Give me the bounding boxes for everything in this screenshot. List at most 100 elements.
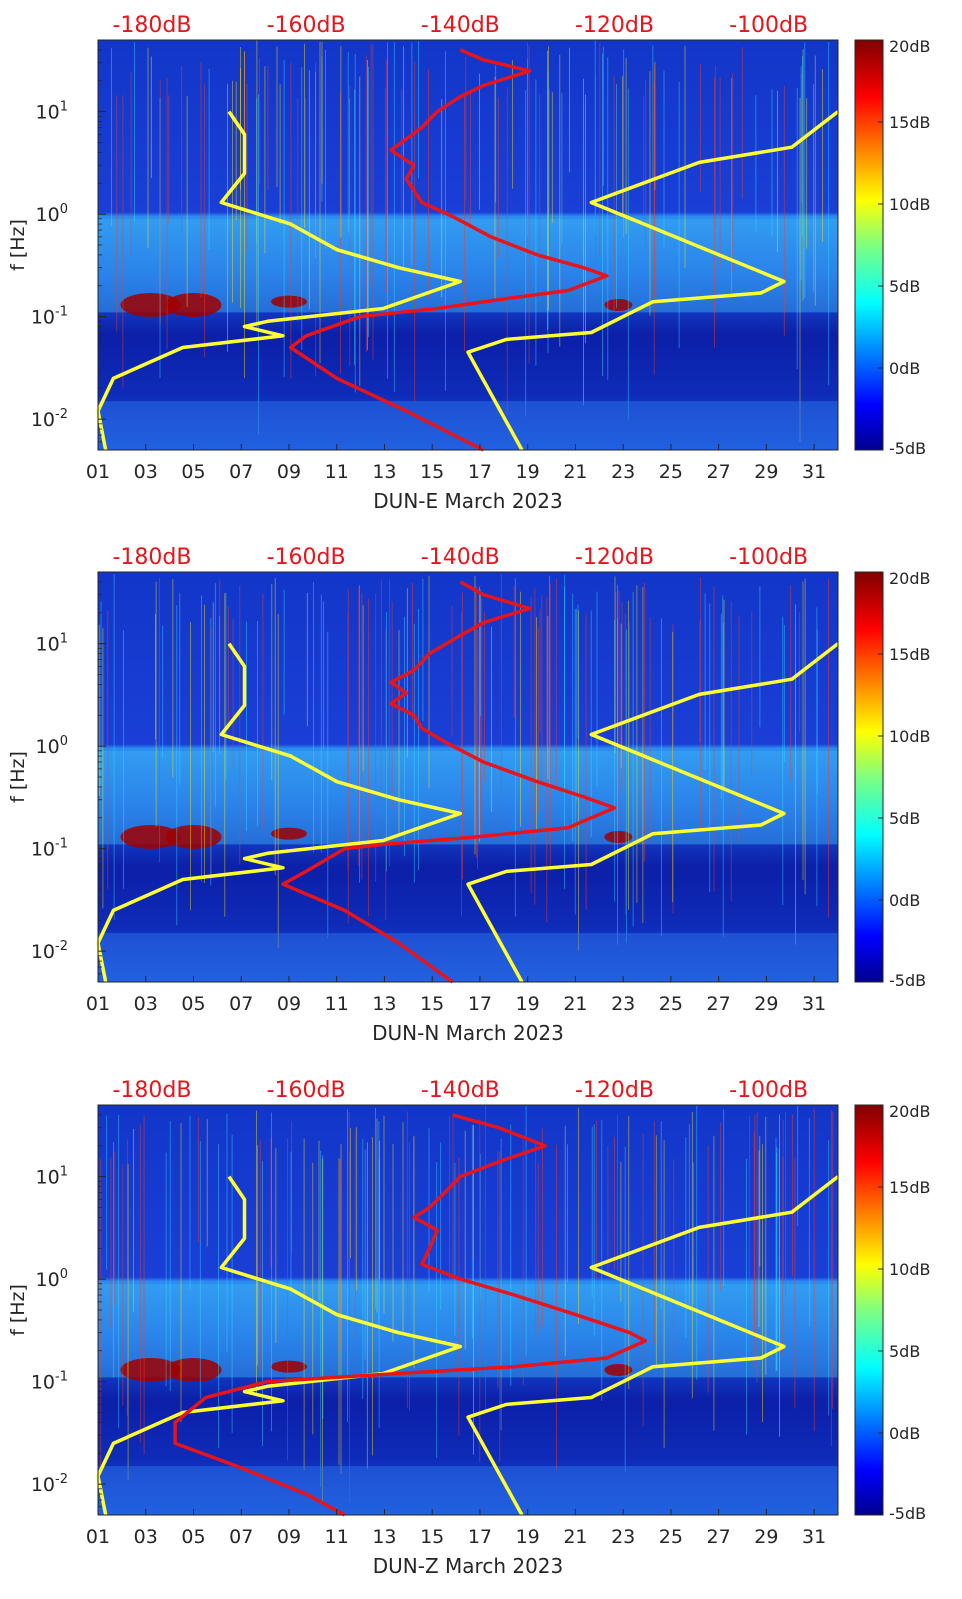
- top-db-label: -160dB: [267, 1078, 346, 1103]
- colorbar-label: 20dB: [889, 569, 931, 588]
- x-tick-label: 19: [516, 461, 540, 483]
- colorbar-label: -5dB: [889, 1504, 926, 1523]
- energy-hotspot: [120, 824, 181, 849]
- x-tick-label: 11: [325, 993, 349, 1015]
- spectrogram-panel: 01 03 05 07 09 11 13 15 17 19 21 23 25 27 29 31 DUN-N Ma…: [7, 545, 931, 1045]
- x-tick-label: 01: [86, 993, 110, 1015]
- x-tick-label: 03: [134, 1526, 158, 1548]
- x-tick-label: 27: [707, 1526, 731, 1548]
- y-tick-label: 10-2: [31, 1472, 68, 1496]
- energy-hotspot: [120, 292, 181, 317]
- colorbar-label: -5dB: [889, 971, 926, 990]
- colorbar-label: -5dB: [889, 439, 926, 458]
- colorbar-label: 5dB: [889, 1342, 920, 1361]
- y-tick-label: 101: [36, 632, 68, 656]
- x-axis-label: DUN-Z March 2023: [373, 1554, 564, 1578]
- colorbar-label: 5dB: [889, 277, 920, 296]
- colorbar-label: 15dB: [889, 645, 931, 664]
- y-tick-label: 10-1: [31, 305, 68, 329]
- y-axis-label: f [Hz]: [7, 1284, 29, 1336]
- x-tick-label: 05: [181, 993, 205, 1015]
- colorbar-label: 10dB: [889, 727, 931, 746]
- colorbar-label: 10dB: [889, 1260, 931, 1279]
- x-tick-label: 15: [420, 993, 444, 1015]
- top-db-label: -120dB: [575, 13, 654, 38]
- energy-hotspot: [604, 298, 633, 311]
- nlnm-line: [96, 1175, 463, 1516]
- energy-hotspot: [604, 830, 633, 843]
- x-tick-label: 01: [86, 1526, 110, 1548]
- y-tick-label: 10-1: [31, 1370, 68, 1394]
- colorbar-label: 15dB: [889, 1178, 931, 1197]
- colorbar: [854, 571, 884, 983]
- y-axis-label: f [Hz]: [7, 751, 29, 803]
- top-db-label: -180dB: [112, 545, 191, 570]
- transient-lines: [111, 40, 830, 442]
- colorbar-label: 0dB: [889, 891, 920, 910]
- x-tick-label: 25: [659, 993, 683, 1015]
- station-psd-line: [281, 580, 617, 984]
- energy-hotspot: [165, 824, 222, 849]
- x-tick-label: 23: [611, 461, 635, 483]
- top-db-label: -180dB: [112, 1078, 191, 1103]
- x-axis-label: DUN-N March 2023: [372, 1021, 564, 1045]
- x-tick-label: 05: [181, 1526, 205, 1548]
- colorbar-label: 0dB: [889, 1424, 920, 1443]
- x-tick-label: 07: [229, 461, 253, 483]
- y-tick-label: 100: [36, 1267, 68, 1291]
- x-tick-label: 15: [420, 461, 444, 483]
- colorbar-label: 5dB: [889, 809, 920, 828]
- x-tick-label: 13: [372, 461, 396, 483]
- energy-hotspot: [165, 1357, 222, 1382]
- x-tick-label: 13: [372, 1526, 396, 1548]
- spectrogram-panel: 01 03 05 07 09 11 13 15 17 19 21 23 25 27 29 31 DUN-Z Ma…: [7, 1078, 931, 1578]
- x-tick-label: 29: [754, 1526, 778, 1548]
- spectrogram-panel: 01 03 05 07 09 11 13 15 17 19 21 23 25 27 29 31 DUN-E Ma…: [7, 13, 931, 513]
- x-tick-label: 15: [420, 1526, 444, 1548]
- colorbar-label: 15dB: [889, 113, 931, 132]
- x-tick-label: 11: [325, 461, 349, 483]
- nlnm-line: [96, 642, 463, 983]
- x-tick-label: 29: [754, 993, 778, 1015]
- y-tick-label: 10-2: [31, 939, 68, 963]
- nhnm-line: [466, 110, 840, 451]
- x-tick-label: 03: [134, 993, 158, 1015]
- top-db-label: -100dB: [729, 1078, 808, 1103]
- x-tick-label: 27: [707, 461, 731, 483]
- top-db-label: -120dB: [575, 1078, 654, 1103]
- spectrogram-background: [98, 572, 838, 982]
- colorbar: [854, 39, 884, 451]
- x-tick-label: 03: [134, 461, 158, 483]
- x-tick-label: 23: [611, 993, 635, 1015]
- y-axis-label: f [Hz]: [7, 219, 29, 271]
- x-tick-label: 01: [86, 461, 110, 483]
- x-tick-label: 19: [516, 993, 540, 1015]
- x-axis-label: DUN-E March 2023: [373, 489, 562, 513]
- y-tick-label: 100: [36, 202, 68, 226]
- top-db-label: -160dB: [267, 545, 346, 570]
- top-db-label: -100dB: [729, 545, 808, 570]
- x-tick-label: 17: [468, 1526, 492, 1548]
- top-db-label: -120dB: [575, 545, 654, 570]
- x-tick-label: 31: [802, 993, 826, 1015]
- x-tick-label: 09: [277, 461, 301, 483]
- energy-hotspot: [120, 1357, 181, 1382]
- x-tick-label: 07: [229, 1526, 253, 1548]
- top-db-label: -140dB: [421, 545, 500, 570]
- transient-lines: [98, 574, 829, 951]
- colorbar: [854, 1104, 884, 1516]
- x-tick-label: 11: [325, 1526, 349, 1548]
- nhnm-line: [466, 642, 840, 983]
- x-tick-label: 09: [277, 993, 301, 1015]
- x-tick-label: 17: [468, 461, 492, 483]
- x-tick-label: 27: [707, 993, 731, 1015]
- colorbar-label: 10dB: [889, 195, 931, 214]
- x-tick-label: 07: [229, 993, 253, 1015]
- x-tick-label: 21: [563, 1526, 587, 1548]
- top-db-label: -160dB: [267, 13, 346, 38]
- y-tick-label: 10-1: [31, 837, 68, 861]
- station-psd-line: [288, 48, 609, 452]
- colorbar-label: 20dB: [889, 37, 931, 56]
- low-frequency-block: [98, 933, 838, 982]
